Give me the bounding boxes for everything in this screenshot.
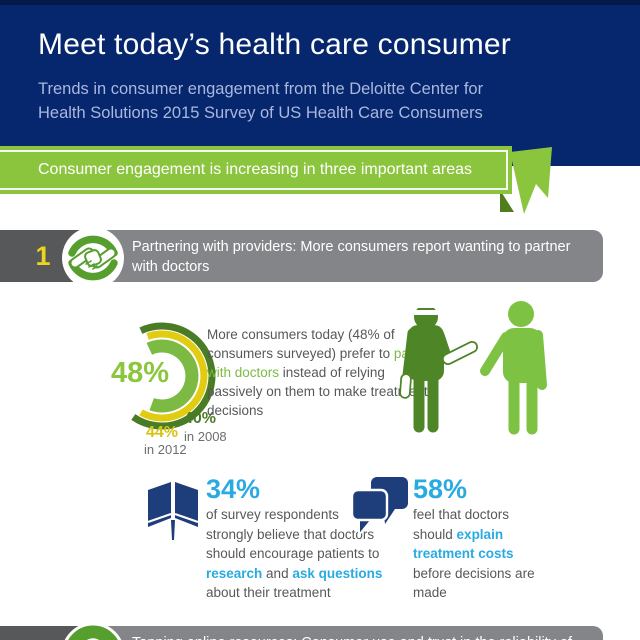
header-top-edge xyxy=(0,0,640,5)
subtitle-line-1: Trends in consumer engagement from the D… xyxy=(38,80,484,98)
doctor-patient-figures-icon xyxy=(399,297,547,435)
online-resources-icon xyxy=(64,622,122,640)
doctor-figure-icon xyxy=(399,297,478,433)
page-title: Meet today’s health care consumer xyxy=(38,28,511,61)
donut-caption-2008: in 2008 xyxy=(184,429,227,444)
patient-figure-icon xyxy=(480,301,547,435)
stat-book-paragraph: of survey respondents strongly believe t… xyxy=(206,505,388,603)
header-band xyxy=(0,0,640,166)
partner-paragraph-text: More consumers today (48% of consumers s… xyxy=(207,327,395,361)
section2-title: Tapping online resources: Consumer use a… xyxy=(132,626,587,640)
partner-paragraph-text2: instead of relying passively on them to … xyxy=(207,365,428,418)
donut-chart xyxy=(131,322,216,430)
front-bubble xyxy=(351,488,389,538)
section2-title-bar xyxy=(92,626,603,640)
page-subtitle: Trends in consumer engagement from the D… xyxy=(38,77,483,125)
section-banner: Consumer engagement is increasing in thr… xyxy=(0,146,512,194)
section1-title: Partnering with providers: More consumer… xyxy=(132,230,587,277)
section2-number: 2 xyxy=(28,626,58,640)
ribbon-tail-icon xyxy=(500,147,552,214)
donut-caption-2012: in 2012 xyxy=(144,442,187,457)
stat-book-highlight2: ask questions xyxy=(292,565,383,581)
stat-book-text1: of survey respondents strongly believe t… xyxy=(206,507,380,561)
open-book-icon xyxy=(147,482,199,540)
stat-bubbles-text1: feel that doctors should xyxy=(413,507,510,542)
donut-value-2008: 40% xyxy=(184,410,217,427)
stat-bubbles-value: 58% xyxy=(413,474,468,504)
speech-bubbles-icon xyxy=(351,477,408,538)
section2-title-line1: Tapping online resources: Consumer use a… xyxy=(132,633,587,640)
stat-book-value: 34% xyxy=(206,474,261,504)
stat-bubbles-paragraph: feel that doctors should explain treatme… xyxy=(413,505,543,603)
banner-text: Consumer engagement is increasing in thr… xyxy=(38,161,473,178)
handshake-icon xyxy=(62,227,124,289)
donut-value-2012: 44% xyxy=(146,424,179,441)
section1-number: 1 xyxy=(35,241,51,271)
stat-book-text3: about their treatment xyxy=(206,585,331,600)
donut-value-today: 48% xyxy=(111,357,170,389)
stat-bubbles-text2: before decisions are made xyxy=(413,565,535,601)
section1-title-bar xyxy=(92,230,603,282)
stat-book-text2: and xyxy=(262,565,293,581)
stat-book-highlight1: research xyxy=(206,565,263,581)
subtitle-line-2: Health Solutions 2015 Survey of US Healt… xyxy=(38,104,483,122)
section1-title-line1: Partnering with providers: More consumer… xyxy=(132,239,571,255)
stat-bubbles-highlight: explain treatment costs xyxy=(413,526,514,562)
section1-title-line2: with doctors xyxy=(132,259,210,275)
